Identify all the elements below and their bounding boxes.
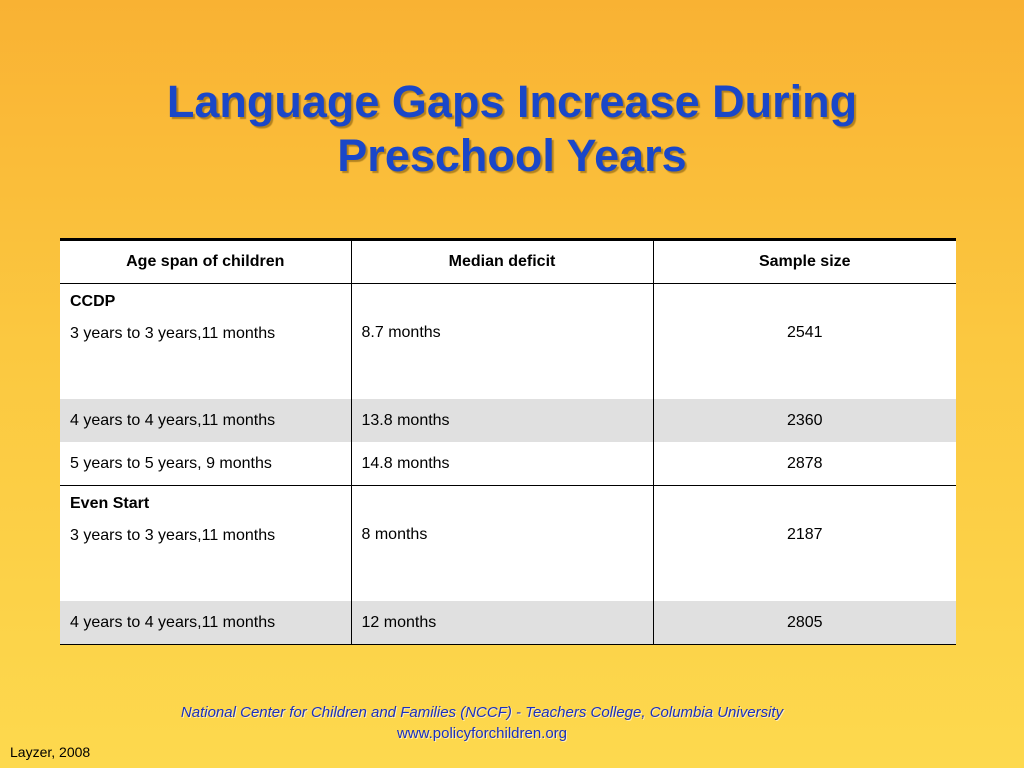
citation: Layzer, 2008 (10, 744, 91, 760)
median-deficit-cell: 8 months (350, 485, 653, 601)
age-span-cell: CCDP 3 years to 3 years,11 months (60, 284, 351, 400)
table-header-row: Age span of children Median deficit Samp… (60, 239, 956, 284)
language-gap-table: Age span of children Median deficit Samp… (60, 238, 956, 645)
age-span-cell: 4 years to 4 years,11 months (60, 601, 351, 645)
header-age-span: Age span of children (60, 239, 351, 284)
footer-organization: National Center for Children and Familie… (180, 704, 784, 721)
sample-size-cell: 2360 (652, 399, 956, 442)
sample-size-cell: 2878 (652, 442, 956, 486)
slide-title: Language Gaps Increase During Preschool … (0, 75, 1024, 183)
table-row: 4 years to 4 years,11 months 13.8 months… (60, 399, 956, 442)
footer-url[interactable]: www.policyforchildren.org (396, 725, 568, 742)
age-span-cell: Even Start 3 years to 3 years,11 months (60, 485, 351, 601)
median-deficit-cell: 12 months (350, 601, 653, 645)
group-label-even-start: Even Start (70, 495, 150, 512)
sample-size-cell: 2187 (652, 485, 956, 601)
slide-title-line-1: Language Gaps Increase During (166, 76, 858, 128)
age-span-text: 3 years to 3 years,11 months (70, 527, 276, 544)
table-row: Even Start 3 years to 3 years,11 months … (60, 485, 956, 601)
median-deficit-cell: 13.8 months (350, 399, 653, 442)
sample-size-cell: 2541 (652, 283, 956, 399)
group-label-ccdp: CCDP (70, 293, 116, 310)
median-deficit-cell: 8.7 months (350, 283, 653, 399)
age-span-text: 3 years to 3 years,11 months (70, 325, 276, 342)
table-row: 5 years to 5 years, 9 months 14.8 months… (60, 442, 956, 486)
header-median-deficit: Median deficit (350, 239, 653, 284)
table-row: CCDP 3 years to 3 years,11 months 8.7 mo… (60, 283, 956, 400)
slide-title-line-2: Preschool Years (337, 130, 687, 182)
age-span-cell: 4 years to 4 years,11 months (60, 399, 351, 442)
slide-footer: National Center for Children and Familie… (0, 702, 964, 744)
header-sample-size: Sample size (652, 239, 956, 284)
median-deficit-cell: 14.8 months (350, 442, 653, 486)
table-row: 4 years to 4 years,11 months 12 months 2… (60, 601, 956, 645)
sample-size-cell: 2805 (652, 601, 956, 645)
age-span-cell: 5 years to 5 years, 9 months (70, 454, 272, 472)
